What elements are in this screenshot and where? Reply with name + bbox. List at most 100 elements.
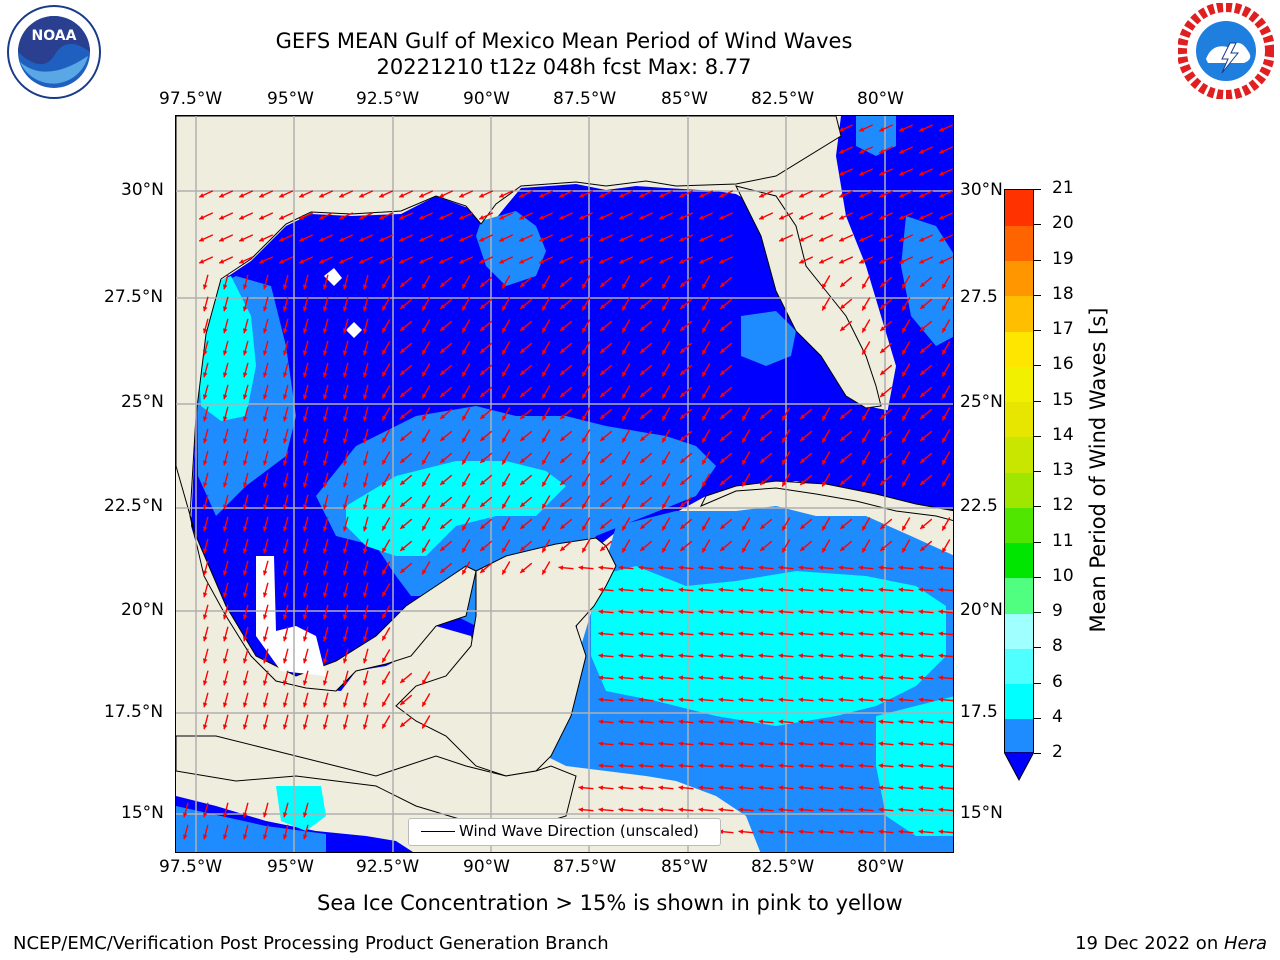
wind-arrow-head	[658, 763, 664, 769]
wind-arrow-head	[242, 482, 248, 488]
colorbar-tick-mark	[1034, 330, 1041, 331]
wind-arrow-head	[840, 436, 846, 441]
wind-arrow-head	[600, 392, 606, 397]
wind-arrow-head	[622, 525, 627, 531]
wind-arrow-head	[858, 653, 864, 659]
wind-arrow-head	[222, 614, 228, 620]
wind-arrow-head	[839, 193, 845, 198]
wind-arrow-head	[400, 392, 406, 397]
wind-arrow-head	[702, 393, 707, 399]
wind-arrow-head	[839, 127, 845, 132]
wind-arrow-head	[738, 631, 744, 637]
colorbar-segment	[1005, 718, 1033, 752]
wind-arrow-head	[918, 741, 924, 747]
wind-arrow-head	[440, 480, 446, 485]
colorbar-tick-label: 6	[1052, 671, 1063, 692]
wind-arrow-head	[302, 724, 308, 730]
wind-arrow-head	[342, 504, 348, 510]
wind-arrow-head	[400, 546, 406, 551]
wind-arrow-head	[439, 215, 445, 220]
wind-arrow-head	[679, 215, 685, 220]
wind-arrow-head	[622, 437, 627, 443]
wind-arrow-head	[440, 524, 446, 529]
wind-arrow-head	[262, 526, 268, 532]
wind-arrow-head	[920, 414, 926, 419]
wind-arrow-head	[879, 237, 885, 242]
wind-arrow-head	[918, 829, 924, 835]
wind-arrow-head	[600, 414, 606, 419]
wind-arrow-head	[818, 631, 824, 637]
wind-arrow-head	[479, 237, 485, 242]
wind-arrow-head	[698, 785, 704, 791]
wind-arrow-head	[898, 719, 904, 725]
wind-arrow-head	[622, 349, 627, 355]
wind-arrow-head	[840, 458, 846, 463]
lon-label: 85°W	[661, 857, 708, 877]
wind-arrow-head	[878, 807, 884, 813]
wind-arrow-head	[938, 697, 944, 703]
wind-arrow-head	[262, 416, 268, 422]
wind-arrow-head	[678, 785, 684, 791]
wind-arrow-head	[479, 259, 485, 264]
wind-arrow-head	[502, 415, 507, 421]
wind-arrow-head	[299, 215, 305, 220]
wind-arrow-head	[339, 193, 345, 198]
wind-arrow-head	[199, 259, 205, 264]
wind-arrow-head	[259, 259, 265, 264]
colorbar-tick-mark	[1034, 717, 1041, 719]
wind-arrow-head	[778, 675, 784, 681]
wind-arrow-head	[302, 834, 308, 840]
wind-arrow-head	[202, 372, 208, 378]
wind-arrow-head	[582, 393, 587, 399]
colorbar-segment	[1005, 472, 1033, 508]
lon-label: 97.5°W	[159, 857, 223, 877]
wind-arrow-head	[362, 548, 368, 554]
wind-arrow-head	[480, 282, 486, 287]
wind-arrow-head	[440, 304, 446, 309]
wind-arrow-head	[880, 326, 886, 331]
wind-arrow-head	[579, 237, 585, 242]
wind-arrow-head	[758, 741, 764, 747]
wind-arrow-head	[618, 565, 624, 571]
wind-arrow-head	[379, 193, 385, 198]
wind-arrow-head	[319, 237, 325, 242]
wind-arrow-head	[719, 259, 725, 264]
wind-arrow-head	[422, 525, 427, 531]
wind-arrow-head	[560, 458, 566, 463]
wind-arrow-head	[640, 282, 646, 287]
colorbar-segment	[1005, 401, 1033, 438]
wind-arrow-head	[918, 785, 924, 791]
wind-arrow-head	[879, 193, 885, 198]
wind-arrow-head	[480, 568, 486, 573]
wind-arrow-head	[758, 653, 764, 659]
colorbar-segment	[1005, 436, 1033, 473]
wind-arrow-head	[382, 283, 387, 289]
wind-arrow-head	[560, 502, 566, 507]
wind-arrow-head	[462, 305, 467, 311]
legend-label: Wind Wave Direction (unscaled)	[459, 822, 699, 840]
wind-arrow-head	[598, 609, 604, 615]
wind-arrow-head	[462, 569, 467, 575]
wind-arrow-head	[799, 259, 805, 264]
wind-arrow-head	[582, 371, 587, 377]
wind-arrow-head	[222, 680, 228, 686]
wind-arrow-head	[798, 807, 804, 813]
lat-label: 15°N	[121, 803, 164, 823]
wind-arrow-head	[202, 306, 208, 312]
wind-arrow-head	[878, 763, 884, 769]
wind-arrow-head	[342, 724, 348, 730]
wind-arrow-head	[718, 631, 724, 637]
wind-arrow-head	[720, 436, 726, 441]
wind-arrow-head	[778, 697, 784, 703]
wind-arrow-head	[718, 675, 724, 681]
wind-arrow-head	[899, 259, 905, 264]
wind-arrow-head	[778, 829, 784, 835]
colorbar-tick-label: 20	[1052, 213, 1074, 234]
wind-arrow-head	[282, 284, 288, 290]
lat-label: 27.5°N	[104, 287, 164, 307]
wind-arrow-head	[902, 525, 907, 531]
wind-arrow-head	[242, 306, 248, 312]
wind-arrow-head	[920, 282, 926, 287]
wind-arrow-head	[342, 394, 348, 400]
wind-arrow-head	[662, 349, 667, 355]
